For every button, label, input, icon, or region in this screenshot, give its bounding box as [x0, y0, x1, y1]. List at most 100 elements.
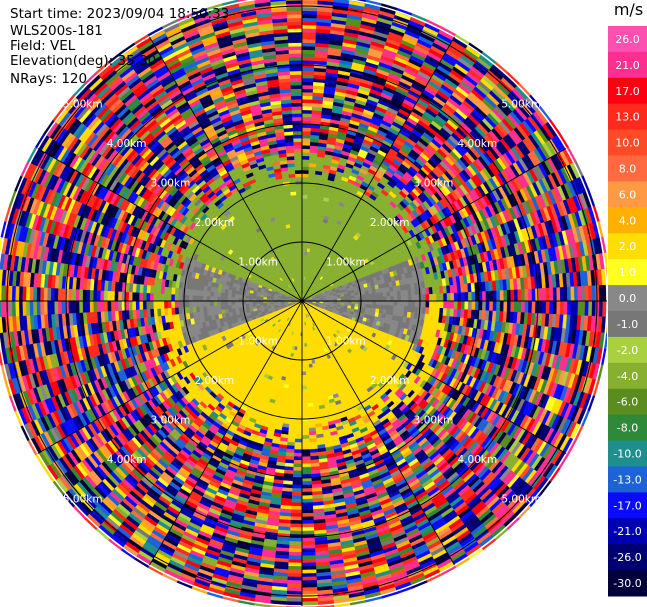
velocity-gate — [344, 295, 349, 299]
velocity-gate — [386, 300, 391, 306]
velocity-gate — [524, 288, 529, 302]
velocity-gate — [471, 291, 476, 302]
velocity-gate — [368, 300, 374, 305]
velocity-gate — [383, 296, 388, 302]
velocity-gate — [358, 297, 363, 302]
velocity-gate — [301, 109, 313, 114]
velocity-gate — [361, 300, 366, 305]
velocity-gate — [496, 290, 501, 302]
velocity-gate — [436, 300, 441, 309]
velocity-gate — [400, 305, 405, 312]
velocity-gate — [306, 201, 313, 207]
velocity-gate — [361, 303, 366, 308]
velocity-gate — [591, 300, 597, 317]
velocity-gate — [301, 42, 316, 47]
velocity-gate — [460, 292, 466, 302]
velocity-gate — [307, 194, 314, 200]
velocity-gate — [581, 300, 586, 317]
velocity-gate — [376, 300, 381, 306]
velocity-gate — [382, 291, 388, 297]
velocity-gate — [301, 240, 306, 245]
velocity-gate — [552, 300, 558, 315]
velocity-gate — [499, 290, 504, 302]
velocity-gate — [361, 294, 366, 299]
velocity-gate — [598, 300, 604, 317]
velocity-gate — [301, 176, 309, 182]
velocity-gate — [365, 293, 370, 298]
velocity-gate — [503, 300, 508, 312]
velocity-gate — [531, 300, 536, 314]
velocity-gate — [375, 304, 380, 310]
velocity-gate — [301, 28, 317, 33]
velocity-gate — [301, 88, 314, 93]
velocity-gate — [301, 31, 317, 37]
velocity-gate — [439, 293, 444, 302]
velocity-gate — [510, 300, 515, 313]
velocity-gate — [390, 295, 395, 302]
velocity-gate — [301, 187, 309, 192]
velocity-gate — [464, 292, 469, 302]
velocity-gate — [400, 290, 405, 297]
velocity-gate — [411, 294, 416, 302]
velocity-gate — [531, 288, 536, 302]
velocity-gate — [301, 24, 317, 29]
velocity-gate — [414, 300, 420, 308]
velocity-gate — [425, 300, 430, 308]
velocity-gate — [570, 286, 575, 302]
velocity-gate — [301, 99, 313, 104]
velocity-gate — [386, 296, 391, 302]
velocity-gate — [301, 169, 310, 174]
velocity-gate — [301, 45, 316, 51]
velocity-gate — [506, 289, 512, 302]
velocity-gate — [386, 291, 391, 297]
velocity-gate — [418, 300, 423, 308]
velocity-sectors — [0, 0, 607, 607]
velocity-gate — [301, 63, 315, 68]
velocity-gate — [570, 300, 575, 316]
velocity-gate — [305, 219, 311, 224]
velocity-gate — [410, 288, 416, 296]
velocity-gate — [598, 285, 604, 302]
velocity-gate — [400, 300, 405, 307]
velocity-gate — [301, 194, 308, 199]
velocity-gate — [365, 300, 370, 305]
velocity-gate — [460, 300, 466, 310]
velocity-gate — [563, 300, 568, 316]
velocity-gate — [301, 130, 312, 136]
velocity-gate — [482, 300, 487, 311]
velocity-gate — [301, 226, 307, 231]
velocity-gate — [584, 285, 589, 302]
velocity-gate — [347, 295, 352, 299]
velocity-gate — [301, 84, 314, 90]
velocity-gate — [301, 201, 308, 206]
velocity-gate — [410, 306, 416, 314]
velocity-gate — [542, 300, 547, 314]
velocity-gate — [425, 294, 430, 302]
velocity-gate — [379, 300, 384, 306]
velocity-gate — [559, 300, 565, 315]
velocity-gate — [439, 300, 444, 309]
velocity-gate — [403, 289, 409, 296]
velocity-gate — [450, 300, 455, 310]
velocity-gate — [301, 21, 317, 26]
velocity-gate — [429, 293, 434, 302]
velocity-gate — [404, 295, 409, 302]
velocity-gate — [471, 300, 476, 311]
velocity-gate — [436, 293, 441, 302]
velocity-gate — [301, 10, 318, 15]
velocity-gate — [301, 70, 315, 75]
velocity-gate — [489, 290, 494, 302]
velocity-gate — [301, 38, 316, 44]
velocity-gate — [301, 17, 318, 22]
velocity-gate — [368, 297, 374, 302]
velocity-gate — [467, 300, 473, 311]
velocity-gate — [372, 293, 377, 298]
velocity-gate — [566, 286, 572, 302]
velocity-gate — [306, 212, 312, 217]
velocity-gate — [545, 300, 551, 315]
velocity-gate — [386, 305, 391, 311]
velocity-gate — [301, 233, 306, 238]
velocity-gate — [306, 198, 313, 203]
velocity-gate — [351, 295, 356, 299]
velocity-gate — [306, 215, 312, 221]
